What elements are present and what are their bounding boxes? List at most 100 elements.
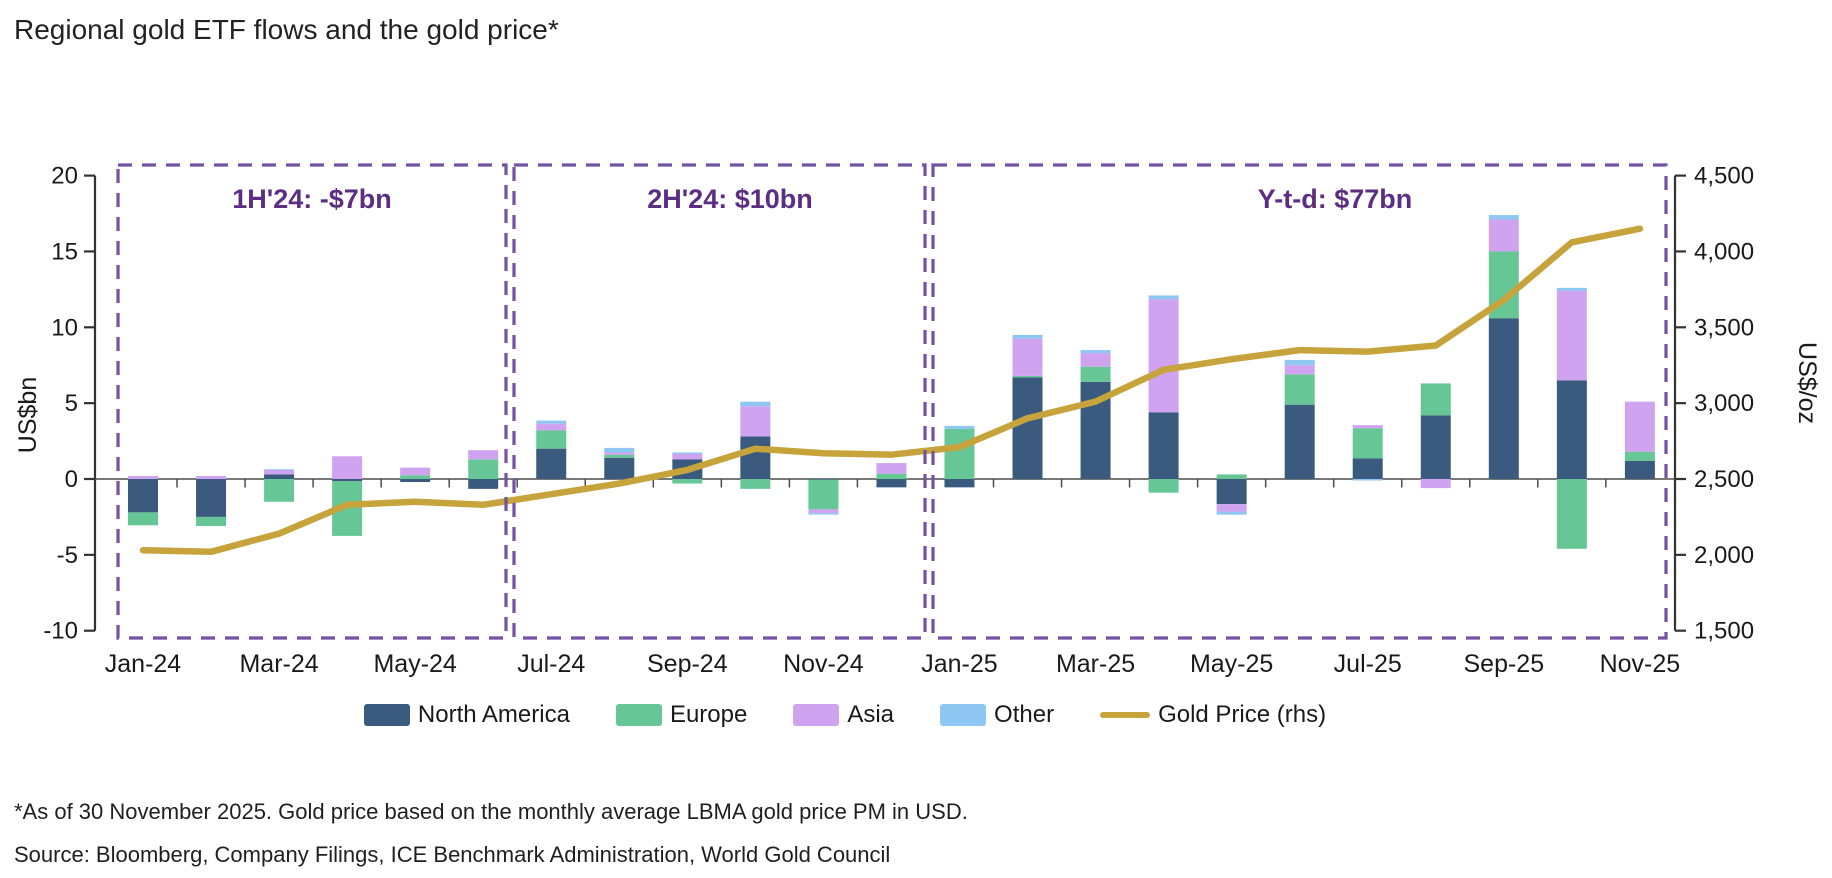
period-box-2 <box>512 163 927 640</box>
annotation-2h24: 2H'24: $10bn <box>647 184 813 214</box>
north-america-swatch-icon <box>363 704 410 726</box>
x-axis-label: May-24 <box>373 650 456 678</box>
bar-segment-europe-Feb-25 <box>1012 375 1043 378</box>
bar-segment-north-america-Oct-25 <box>1556 380 1587 479</box>
bar-segment-europe-Jun-24 <box>468 459 499 479</box>
bar-segment-europe-Jun-25 <box>1284 374 1315 405</box>
bar-segment-north-america-May-25 <box>1216 479 1247 505</box>
bar-segment-north-america-Feb-25 <box>1012 377 1043 479</box>
bar-segment-north-america-Mar-24 <box>264 474 295 479</box>
legend-item-north-america: North America <box>363 701 570 729</box>
bar-segment-europe-Aug-25 <box>1420 383 1451 416</box>
bar-segment-europe-Jul-24 <box>536 430 567 449</box>
bar-segment-europe-Nov-24 <box>808 479 839 510</box>
bar-segment-europe-Apr-25 <box>1148 479 1179 493</box>
legend-label-gold-price: Gold Price (rhs) <box>1158 701 1327 728</box>
period-box-1 <box>116 163 508 640</box>
x-axis-label: Sep-24 <box>647 650 728 678</box>
bar-segment-north-america-Jan-25 <box>944 479 975 488</box>
bar-segment-asia-Feb-24 <box>196 475 227 479</box>
left-axis-tick-label: -10 <box>43 618 78 645</box>
bar-segment-europe-Jan-24 <box>128 512 158 526</box>
bar-segment-north-america-Aug-25 <box>1420 415 1451 479</box>
bar-segment-europe-Oct-24 <box>740 479 771 489</box>
right-axis-tick-label: 4,500 <box>1694 163 1754 190</box>
bar-segment-asia-Jul-24 <box>536 423 567 431</box>
legend-item-europe: Europe <box>615 701 748 729</box>
bar-segment-asia-Jun-24 <box>468 450 499 460</box>
x-axis-label: Sep-25 <box>1463 650 1544 678</box>
right-axis-tick-label: 3,000 <box>1694 390 1754 417</box>
bar-segment-europe-Oct-25 <box>1556 479 1587 549</box>
bar-segment-asia-Apr-24 <box>332 456 363 479</box>
bar-segment-asia-Oct-25 <box>1556 290 1587 381</box>
bar-segment-europe-Jul-25 <box>1352 428 1383 459</box>
bar-segment-other-Oct-25 <box>1556 287 1587 291</box>
legend-item-gold-price: Gold Price (rhs) <box>1100 701 1326 729</box>
bar-segment-europe-Sep-24 <box>672 479 703 484</box>
bar-segment-other-Sep-25 <box>1488 215 1519 220</box>
x-axis-label: Jul-25 <box>1334 650 1402 678</box>
right-axis-tick-label: 1,500 <box>1694 618 1754 645</box>
bar-segment-asia-Feb-25 <box>1012 338 1043 376</box>
bar-segment-other-Mar-24 <box>264 469 295 470</box>
bar-segment-europe-Jan-25 <box>944 428 975 479</box>
left-axis-title: US$bn <box>14 377 42 453</box>
bar-segment-asia-Sep-24 <box>672 453 703 460</box>
chart-title: Regional gold ETF flows and the gold pri… <box>14 14 559 45</box>
legend-label-europe: Europe <box>669 701 748 728</box>
right-axis-tick-label: 2,500 <box>1694 466 1754 493</box>
x-axis-label: Nov-25 <box>1600 650 1681 678</box>
bar-segment-other-Jan-25 <box>944 425 975 429</box>
bar-segment-asia-Dec-24 <box>876 463 907 474</box>
x-axis-label: Mar-25 <box>1056 650 1135 678</box>
right-axis-tick-label: 2,000 <box>1694 542 1754 569</box>
gold-price-line-icon <box>1100 712 1151 718</box>
asia-swatch-icon <box>793 704 840 726</box>
right-axis-title: US$/oz <box>1793 342 1821 424</box>
bar-segment-north-america-Jul-25 <box>1352 458 1383 479</box>
left-axis-tick-label: 10 <box>51 314 78 341</box>
bar-segment-europe-Feb-24 <box>196 516 227 527</box>
bar-segment-other-Nov-24 <box>808 513 839 515</box>
period-box-3 <box>931 163 1668 640</box>
bar-segment-north-america-Apr-25 <box>1148 412 1179 479</box>
bar-segment-asia-Nov-24 <box>808 509 839 514</box>
x-axis-label: May-25 <box>1190 650 1273 678</box>
left-axis-tick-label: 5 <box>65 390 78 417</box>
x-axis-label: Jan-25 <box>921 650 997 678</box>
bar-segment-north-america-Feb-24 <box>196 479 227 517</box>
left-axis-tick-label: 0 <box>65 466 78 493</box>
bar-segment-europe-May-25 <box>1216 474 1247 479</box>
bar-segment-asia-May-25 <box>1216 504 1247 512</box>
footnote-asof: *As of 30 November 2025. Gold price base… <box>14 799 968 824</box>
legend-label-north-america: North America <box>417 701 570 728</box>
bar-segment-asia-May-24 <box>400 467 431 476</box>
bar-segment-other-Jun-25 <box>1284 359 1315 366</box>
bar-segment-other-Mar-25 <box>1080 350 1111 354</box>
bar-segment-other-May-25 <box>1216 511 1247 515</box>
bar-segment-asia-Mar-25 <box>1080 353 1111 367</box>
legend-item-other: Other <box>940 701 1054 729</box>
bar-segment-asia-Mar-24 <box>264 469 295 475</box>
x-axis-label: Jan-24 <box>105 650 182 678</box>
x-axis-label: Jul-24 <box>517 650 585 678</box>
bar-segment-north-america-Apr-24 <box>332 479 363 482</box>
x-axis-label: Nov-24 <box>783 650 864 678</box>
bar-segment-asia-Apr-25 <box>1148 299 1179 413</box>
gold-price-line <box>139 225 1644 556</box>
bar-segment-europe-May-24 <box>400 475 431 479</box>
bar-segment-other-Oct-24 <box>740 401 771 407</box>
bar-segment-asia-Aug-25 <box>1420 479 1451 489</box>
chart-legend: North America Europe Asia Other Gold Pri… <box>0 701 1690 729</box>
bar-segment-europe-Nov-25 <box>1624 451 1655 461</box>
bar-segment-north-america-Jun-25 <box>1284 404 1315 479</box>
bar-segment-north-america-Jul-24 <box>536 448 567 479</box>
bar-segment-north-america-May-24 <box>400 479 431 483</box>
bar-segment-other-Aug-24 <box>604 447 635 453</box>
bar-segment-europe-Mar-25 <box>1080 366 1111 382</box>
bar-segment-other-Feb-25 <box>1012 334 1043 339</box>
other-swatch-icon <box>940 704 987 726</box>
bar-segment-north-america-Aug-24 <box>604 457 635 479</box>
